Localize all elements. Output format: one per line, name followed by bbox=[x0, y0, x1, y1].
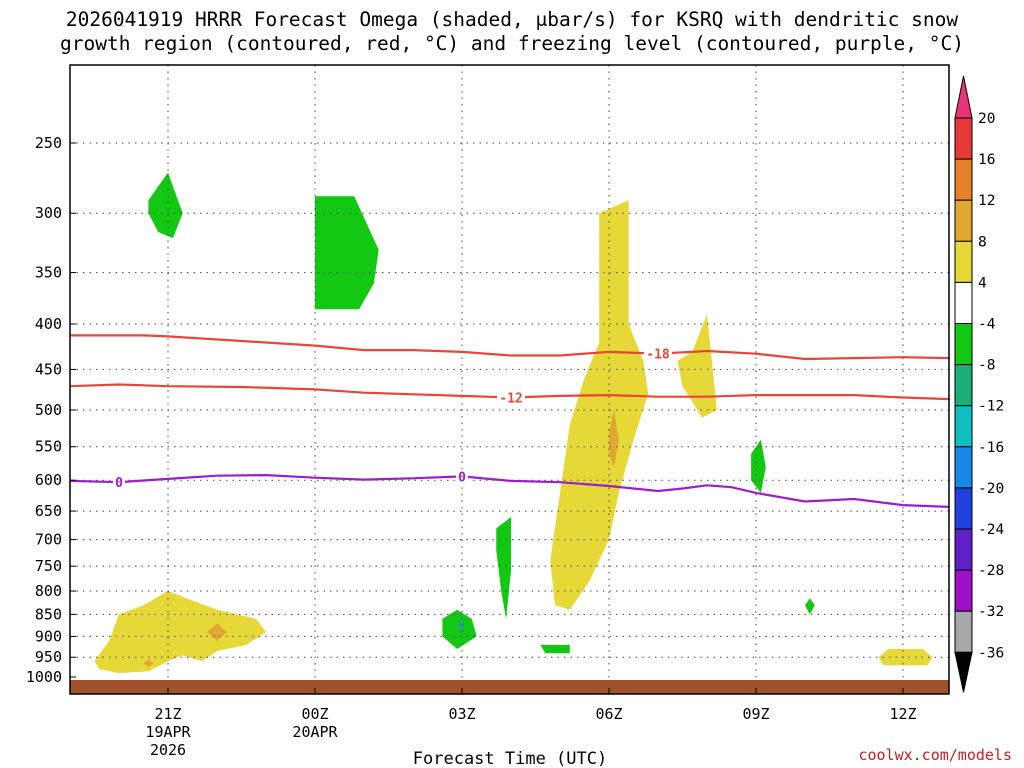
shaded-region-3 bbox=[878, 649, 933, 666]
colorbar-bin-8 bbox=[954, 405, 973, 448]
contour-label-bg-1 bbox=[497, 390, 525, 405]
x-tick-label-0: 21Z bbox=[154, 705, 181, 723]
colorbar-label-4: 4 bbox=[978, 275, 987, 291]
colorbar-bin-11 bbox=[954, 528, 973, 571]
colorbar-bin-9 bbox=[954, 446, 973, 489]
y-tick-label-1000: 1000 bbox=[26, 668, 62, 686]
colorbar-label-6: -8 bbox=[978, 358, 995, 374]
colorbar-bin-2 bbox=[954, 158, 973, 201]
colorbar-bin-3 bbox=[954, 199, 973, 242]
colorbar-label-5: -4 bbox=[978, 317, 996, 333]
contour-label-bg-3 bbox=[456, 469, 468, 484]
contour-label-0: -18 bbox=[646, 348, 670, 363]
x-tick-year-0: 2026 bbox=[150, 741, 186, 759]
shaded-region-7 bbox=[148, 172, 183, 239]
shaded-region-11 bbox=[540, 644, 570, 654]
colorbar-label-12: -32 bbox=[978, 604, 1004, 620]
shaded-region-12 bbox=[751, 439, 766, 493]
y-tick-label-950: 950 bbox=[35, 648, 62, 666]
x-tick-label-1: 00Z bbox=[301, 705, 328, 723]
colorbar-bin-7 bbox=[954, 364, 973, 407]
y-tick-label-450: 450 bbox=[35, 360, 62, 378]
colorbar-label-9: -20 bbox=[978, 481, 1004, 497]
colorbar-top-arrow bbox=[954, 75, 973, 119]
shaded-region-4 bbox=[609, 410, 619, 468]
y-tick-label-850: 850 bbox=[35, 605, 62, 623]
colorbar-label-3: 8 bbox=[978, 234, 987, 250]
x-tick-label-2: 03Z bbox=[448, 705, 475, 723]
colorbar-label-1: 16 bbox=[978, 152, 995, 168]
colorbar-bin-6 bbox=[954, 323, 973, 366]
colorbar-bin-13 bbox=[954, 610, 973, 653]
contour-label-bg-0 bbox=[644, 346, 672, 361]
contour-label-2: 0 bbox=[115, 476, 123, 491]
shaded-region-8 bbox=[315, 196, 379, 310]
colorbar-label-7: -12 bbox=[978, 399, 1004, 415]
shaded-region-2 bbox=[677, 314, 717, 418]
colorbar-bin-12 bbox=[954, 569, 973, 612]
contour-label-1: -12 bbox=[499, 391, 522, 406]
colorbar-label-8: -16 bbox=[978, 440, 1004, 456]
y-tick-label-500: 500 bbox=[35, 401, 62, 419]
x-tick-date-0: 19APR bbox=[145, 723, 191, 741]
y-axis-ticks: 250 300 350 400 450 500 550 600 650 700 750 800 850 9… bbox=[26, 134, 76, 686]
chart-title: 2026041919 HRRR Forecast Omega (shaded, … bbox=[0, 8, 1024, 56]
contour-line-2 bbox=[69, 473, 950, 508]
ground-surface bbox=[70, 680, 949, 694]
contour-lines: -18 -12 0 0 bbox=[69, 334, 951, 508]
x-tick-label-4: 09Z bbox=[742, 705, 769, 723]
colorbar-bottom-arrow bbox=[954, 651, 973, 693]
colorbar: 20 16 12 8 4 -4 -8 -12 -16 -20 -24 -28 -32 -36 bbox=[954, 75, 1004, 693]
y-tick-label-750: 750 bbox=[35, 557, 62, 575]
x-tick-date-1: 20APR bbox=[292, 723, 338, 741]
x-axis-label: Forecast Time (UTC) bbox=[413, 749, 607, 768]
x-tick-label-3: 06Z bbox=[595, 705, 622, 723]
title-line-1: 2026041919 HRRR Forecast Omega (shaded, … bbox=[65, 8, 959, 31]
shaded-region-0 bbox=[550, 200, 649, 610]
colorbar-label-2: 12 bbox=[978, 193, 995, 209]
y-tick-label-700: 700 bbox=[35, 531, 62, 549]
contour-label-bg-2 bbox=[113, 475, 125, 490]
title-line-2: growth region (contoured, red, °C) and f… bbox=[60, 32, 964, 55]
colorbar-label-13: -36 bbox=[978, 645, 1004, 661]
colorbar-bin-4 bbox=[954, 240, 973, 283]
y-tick-label-350: 350 bbox=[35, 264, 62, 282]
grid-lines bbox=[70, 65, 949, 680]
shaded-region-5 bbox=[207, 623, 227, 641]
colorbar-bin-1 bbox=[954, 117, 973, 160]
shaded-region-1 bbox=[94, 591, 266, 674]
colorbar-label-0: 20 bbox=[978, 111, 995, 127]
shaded-region-10 bbox=[496, 516, 511, 619]
plot-frame bbox=[69, 64, 950, 695]
colorbar-label-10: -24 bbox=[978, 522, 1004, 538]
y-tick-label-300: 300 bbox=[35, 204, 62, 222]
y-tick-label-400: 400 bbox=[35, 315, 62, 333]
colorbar-label-11: -28 bbox=[978, 563, 1004, 579]
shaded-region-16 bbox=[457, 618, 465, 633]
contour-label-3: 0 bbox=[458, 470, 466, 485]
y-tick-label-800: 800 bbox=[35, 582, 62, 600]
y-tick-label-900: 900 bbox=[35, 627, 62, 645]
shaded-regions bbox=[94, 172, 933, 674]
colorbar-bin-5 bbox=[954, 281, 973, 324]
y-tick-label-550: 550 bbox=[35, 438, 62, 456]
shaded-region-6 bbox=[143, 659, 154, 668]
contour-line-0 bbox=[70, 334, 951, 361]
credit-text: coolwx.com/models bbox=[858, 746, 1012, 764]
contour-line-1 bbox=[69, 383, 951, 401]
y-tick-label-250: 250 bbox=[35, 134, 62, 152]
shaded-region-13 bbox=[805, 598, 815, 615]
colorbar-bin-10 bbox=[954, 487, 973, 530]
y-tick-label-650: 650 bbox=[35, 502, 62, 520]
x-tick-label-5: 12Z bbox=[889, 705, 916, 723]
y-tick-label-600: 600 bbox=[35, 471, 62, 489]
